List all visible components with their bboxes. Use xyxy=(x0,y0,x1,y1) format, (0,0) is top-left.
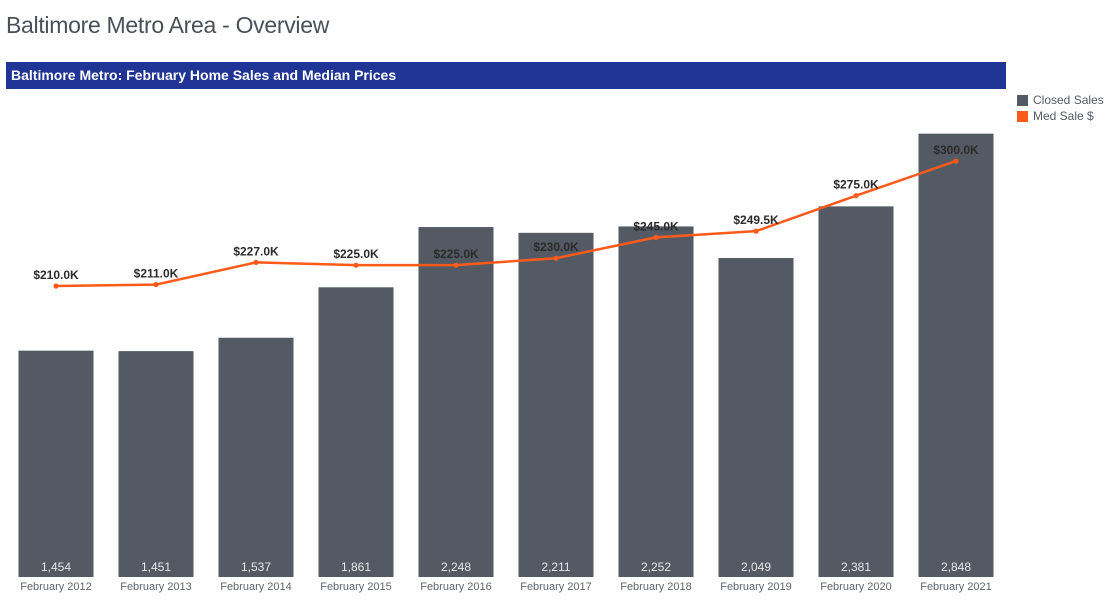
legend-label-med-sale: Med Sale $ xyxy=(1033,109,1094,123)
chart-legend: Closed Sales Med Sale $ xyxy=(1017,92,1104,124)
bar[interactable] xyxy=(918,133,994,578)
x-tick-label: February 2020 xyxy=(820,581,892,593)
bar[interactable] xyxy=(18,350,94,577)
x-tick-label: February 2015 xyxy=(320,581,392,593)
bar[interactable] xyxy=(818,206,894,577)
line-point[interactable] xyxy=(453,262,459,268)
line-point[interactable] xyxy=(653,234,659,240)
line-value-label: $249.5K xyxy=(733,213,779,227)
line-point[interactable] xyxy=(253,259,259,265)
x-tick-label: February 2012 xyxy=(20,581,92,593)
line-point[interactable] xyxy=(553,255,559,261)
bar-value-label: 2,252 xyxy=(641,560,671,574)
x-tick-label: February 2013 xyxy=(120,581,192,593)
med-sale-line xyxy=(55,159,957,288)
bar-value-label: 1,454 xyxy=(41,560,71,574)
line-point[interactable] xyxy=(53,283,59,289)
bar[interactable] xyxy=(518,232,594,578)
line-series xyxy=(53,158,959,289)
line-value-label: $211.0K xyxy=(134,267,179,281)
bar-value-label: 2,211 xyxy=(541,560,570,574)
legend-label-closed-sales: Closed Sales xyxy=(1033,93,1104,107)
bar-series xyxy=(18,133,994,578)
line-point[interactable] xyxy=(753,228,759,234)
chart-title-bar: Baltimore Metro: February Home Sales and… xyxy=(6,62,1006,89)
bar-value-labels: 1,454 1,451 1,537 1,861 2,248 2,211 2,252 2,049… xyxy=(41,560,971,574)
legend-item-med-sale[interactable]: Med Sale $ xyxy=(1017,108,1104,124)
chart-title: Baltimore Metro: February Home Sales and… xyxy=(11,67,397,83)
line-value-label: $245.0K xyxy=(633,219,679,233)
x-tick-label: February 2019 xyxy=(720,581,792,593)
bar-value-label: 2,049 xyxy=(741,560,771,574)
bar[interactable] xyxy=(618,226,694,577)
line-value-label: $225.0K xyxy=(333,247,379,261)
line-value-label: $230.0K xyxy=(533,240,579,254)
line-value-label: $300.0K xyxy=(933,143,979,157)
line-value-label: $275.0K xyxy=(833,178,879,192)
bar-value-label: 2,381 xyxy=(841,560,871,574)
line-value-label: $210.0K xyxy=(33,268,79,282)
bar[interactable] xyxy=(118,351,194,577)
bar-value-label: 2,848 xyxy=(941,560,971,574)
legend-item-closed-sales[interactable]: Closed Sales xyxy=(1017,92,1104,108)
bar-value-label: 1,861 xyxy=(341,560,371,574)
line-point[interactable] xyxy=(153,282,159,288)
x-tick-label: February 2014 xyxy=(220,581,292,593)
legend-swatch-bar xyxy=(1017,94,1028,106)
bar[interactable] xyxy=(218,337,294,577)
line-value-label: $225.0K xyxy=(433,247,479,261)
bar-value-label: 1,537 xyxy=(241,560,271,574)
line-point[interactable] xyxy=(953,158,959,164)
x-tick-label: February 2018 xyxy=(620,581,692,593)
x-axis-ticks: February 2012 February 2013 February 2014 F… xyxy=(20,581,992,593)
bar-value-label: 1,451 xyxy=(141,560,171,574)
line-point[interactable] xyxy=(853,193,859,199)
legend-swatch-line xyxy=(1017,110,1028,122)
x-tick-label: February 2016 xyxy=(420,581,492,593)
x-tick-label: February 2021 xyxy=(920,581,992,593)
bar[interactable] xyxy=(418,227,494,577)
line-point[interactable] xyxy=(353,262,359,268)
x-tick-label: February 2017 xyxy=(520,581,592,593)
bar-value-label: 2,248 xyxy=(441,560,471,574)
page-title: Baltimore Metro Area - Overview xyxy=(6,12,330,38)
bar[interactable] xyxy=(718,258,794,577)
bar[interactable] xyxy=(318,287,394,577)
line-value-label: $227.0K xyxy=(233,244,279,258)
line-value-labels: $210.0K $211.0K $227.0K $225.0K $225.0K $230.… xyxy=(33,143,979,282)
